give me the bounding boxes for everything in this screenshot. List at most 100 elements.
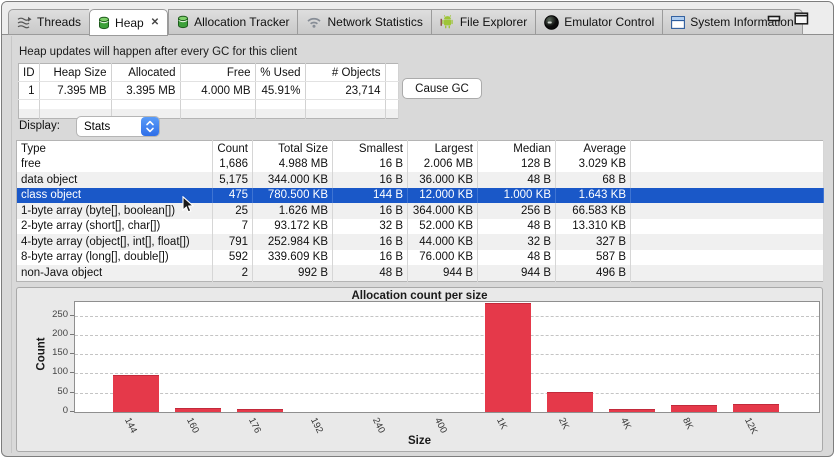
y-tick-label: 0 [62, 405, 68, 416]
x-tick-label: 8K [680, 416, 696, 432]
allocation-tracker-icon [177, 15, 189, 29]
y-tick-label: 250 [52, 308, 68, 320]
stats-row-1-byte-array-byte-boolean[interactable]: 1-byte array (byte[], boolean[]) 25 1.626 … [16, 203, 824, 219]
stats-cell: 66.583 KB [555, 203, 631, 219]
stats-cell: 128 B [477, 156, 556, 172]
stats-cell: 587 B [555, 249, 631, 265]
stats-cell: 944 B [407, 265, 478, 281]
stats-col-header: Largest [407, 140, 478, 157]
bar-160 [175, 408, 221, 412]
stats-row-free[interactable]: free 1,686 4.988 MB 16 B 2.006 MB 128 B 3.029 … [16, 156, 824, 172]
summary-cell [385, 99, 399, 109]
stats-row-4-byte-array-object-int-float[interactable]: 4-byte array (object[], int[], float[]) 7… [16, 234, 824, 250]
stats-col-header: Median [477, 140, 556, 157]
tab-network-statistics[interactable]: Network Statistics [297, 9, 431, 35]
y-tick-label: 150 [52, 347, 68, 359]
stats-cell [630, 156, 824, 172]
stats-cell: 475 [212, 187, 253, 203]
stats-cell [630, 203, 824, 219]
stats-row-non-java-object[interactable]: non-Java object 2 992 B 48 B 944 B 944 B 496 B [16, 265, 824, 281]
close-icon[interactable]: ✕ [150, 16, 160, 28]
tab-heap[interactable]: Heap ✕ [89, 9, 169, 36]
minimize-icon [767, 14, 781, 23]
summary-cell [39, 99, 112, 109]
heap-icon [98, 16, 110, 30]
stats-cell: 780.500 KB [252, 187, 333, 203]
stats-cell: 48 B [477, 172, 556, 188]
y-tick-mark [70, 314, 74, 316]
summary-cell [305, 99, 386, 109]
y-tick-label: 100 [52, 366, 68, 378]
bar-176 [237, 409, 283, 412]
x-tick-label: 12K [742, 416, 760, 437]
display-select[interactable]: Stats [76, 116, 160, 137]
stats-cell: 16 B [332, 203, 408, 219]
stats-row-2-byte-array-short-char[interactable]: 2-byte array (short[], char[]) 7 93.172 KB… [16, 218, 824, 234]
tab-label: Emulator Control [564, 15, 655, 29]
bar-2k [547, 392, 593, 412]
stats-cell: 32 B [332, 218, 408, 234]
stats-row-8-byte-array-long-double[interactable]: 8-byte array (long[], double[]) 592 339.60… [16, 249, 824, 265]
tab-file-explorer[interactable]: File Explorer [430, 9, 536, 35]
system-info-icon [671, 15, 686, 29]
bar-12k [733, 404, 779, 412]
stats-cell: 144 B [332, 187, 408, 203]
stats-cell: 36.000 KB [407, 172, 478, 188]
stats-cell: 25 [212, 203, 253, 219]
summary-col-header: Allocated [111, 63, 181, 82]
summary-cell [180, 99, 256, 109]
summary-header-row: ID Heap Size Allocated Free% Used # Objects [18, 63, 399, 82]
stats-cell: 4.988 MB [252, 156, 333, 172]
stats-cell: 2-byte array (short[], char[]) [16, 218, 213, 234]
cause-gc-button[interactable]: Cause GC [402, 78, 482, 99]
stats-row-class-object[interactable]: class object 475 780.500 KB 144 B 12.000 KB 1… [16, 187, 824, 203]
tab-label: Network Statistics [327, 15, 423, 29]
window-controls [766, 11, 809, 25]
stats-cell: 327 B [555, 234, 631, 250]
tab-label: Heap [115, 15, 144, 30]
x-tick-label: 4K [618, 416, 634, 432]
tab-threads[interactable]: Threads [8, 9, 90, 35]
stats-cell: 5,175 [212, 172, 253, 188]
stats-col-header: Smallest [332, 140, 408, 157]
x-tick-label: 160 [184, 416, 201, 436]
stats-cell: 52.000 KB [407, 218, 478, 234]
summary-col-header: Free [180, 63, 256, 82]
stats-cell: 2.006 MB [407, 156, 478, 172]
tab-allocation-tracker[interactable]: Allocation Tracker [168, 9, 298, 35]
gridline [75, 315, 819, 317]
summary-empty-row [18, 99, 399, 109]
stats-row-data-object[interactable]: data object 5,175 344.000 KB 16 B 36.000 KB 4… [16, 172, 824, 188]
summary-cell: 1 [18, 81, 40, 100]
stats-cell: 256 B [477, 203, 556, 219]
stats-cell: 48 B [477, 218, 556, 234]
summary-cell: 3.395 MB [111, 81, 181, 100]
stats-cell: 2 [212, 265, 253, 281]
stats-cell: 252.984 KB [252, 234, 333, 250]
summary-cell [18, 109, 40, 119]
maximize-button[interactable] [793, 11, 809, 25]
stats-cell: 496 B [555, 265, 631, 281]
x-tick-label: 192 [308, 416, 325, 436]
stats-cell: 344.000 KB [252, 172, 333, 188]
y-tick-label: 200 [52, 327, 68, 339]
stats-col-header: Type [16, 140, 213, 157]
summary-cell [255, 109, 306, 119]
stats-cell [630, 172, 824, 188]
stats-cell [630, 234, 824, 250]
summary-row[interactable]: 1 7.395 MB 3.395 MB 4.000 MB 45.91% 23,714 [18, 81, 399, 100]
summary-col-header: % Used [255, 63, 306, 82]
tab-emulator-control[interactable]: Emulator Control [535, 9, 663, 35]
stats-cell: 4-byte array (object[], int[], float[]) [16, 234, 213, 250]
stats-cell: 12.000 KB [407, 187, 478, 203]
chart-plot-area [74, 301, 820, 413]
tab-label: Threads [37, 15, 82, 29]
stats-col-header: Total Size [252, 140, 333, 157]
minimize-button[interactable] [766, 11, 782, 25]
heap-update-info-text: Heap updates will happen after every GC … [19, 46, 298, 58]
stats-cell: 16 B [332, 156, 408, 172]
stats-col-header: Average [555, 140, 631, 157]
display-label: Display: [19, 120, 60, 132]
stats-cell [630, 265, 824, 281]
